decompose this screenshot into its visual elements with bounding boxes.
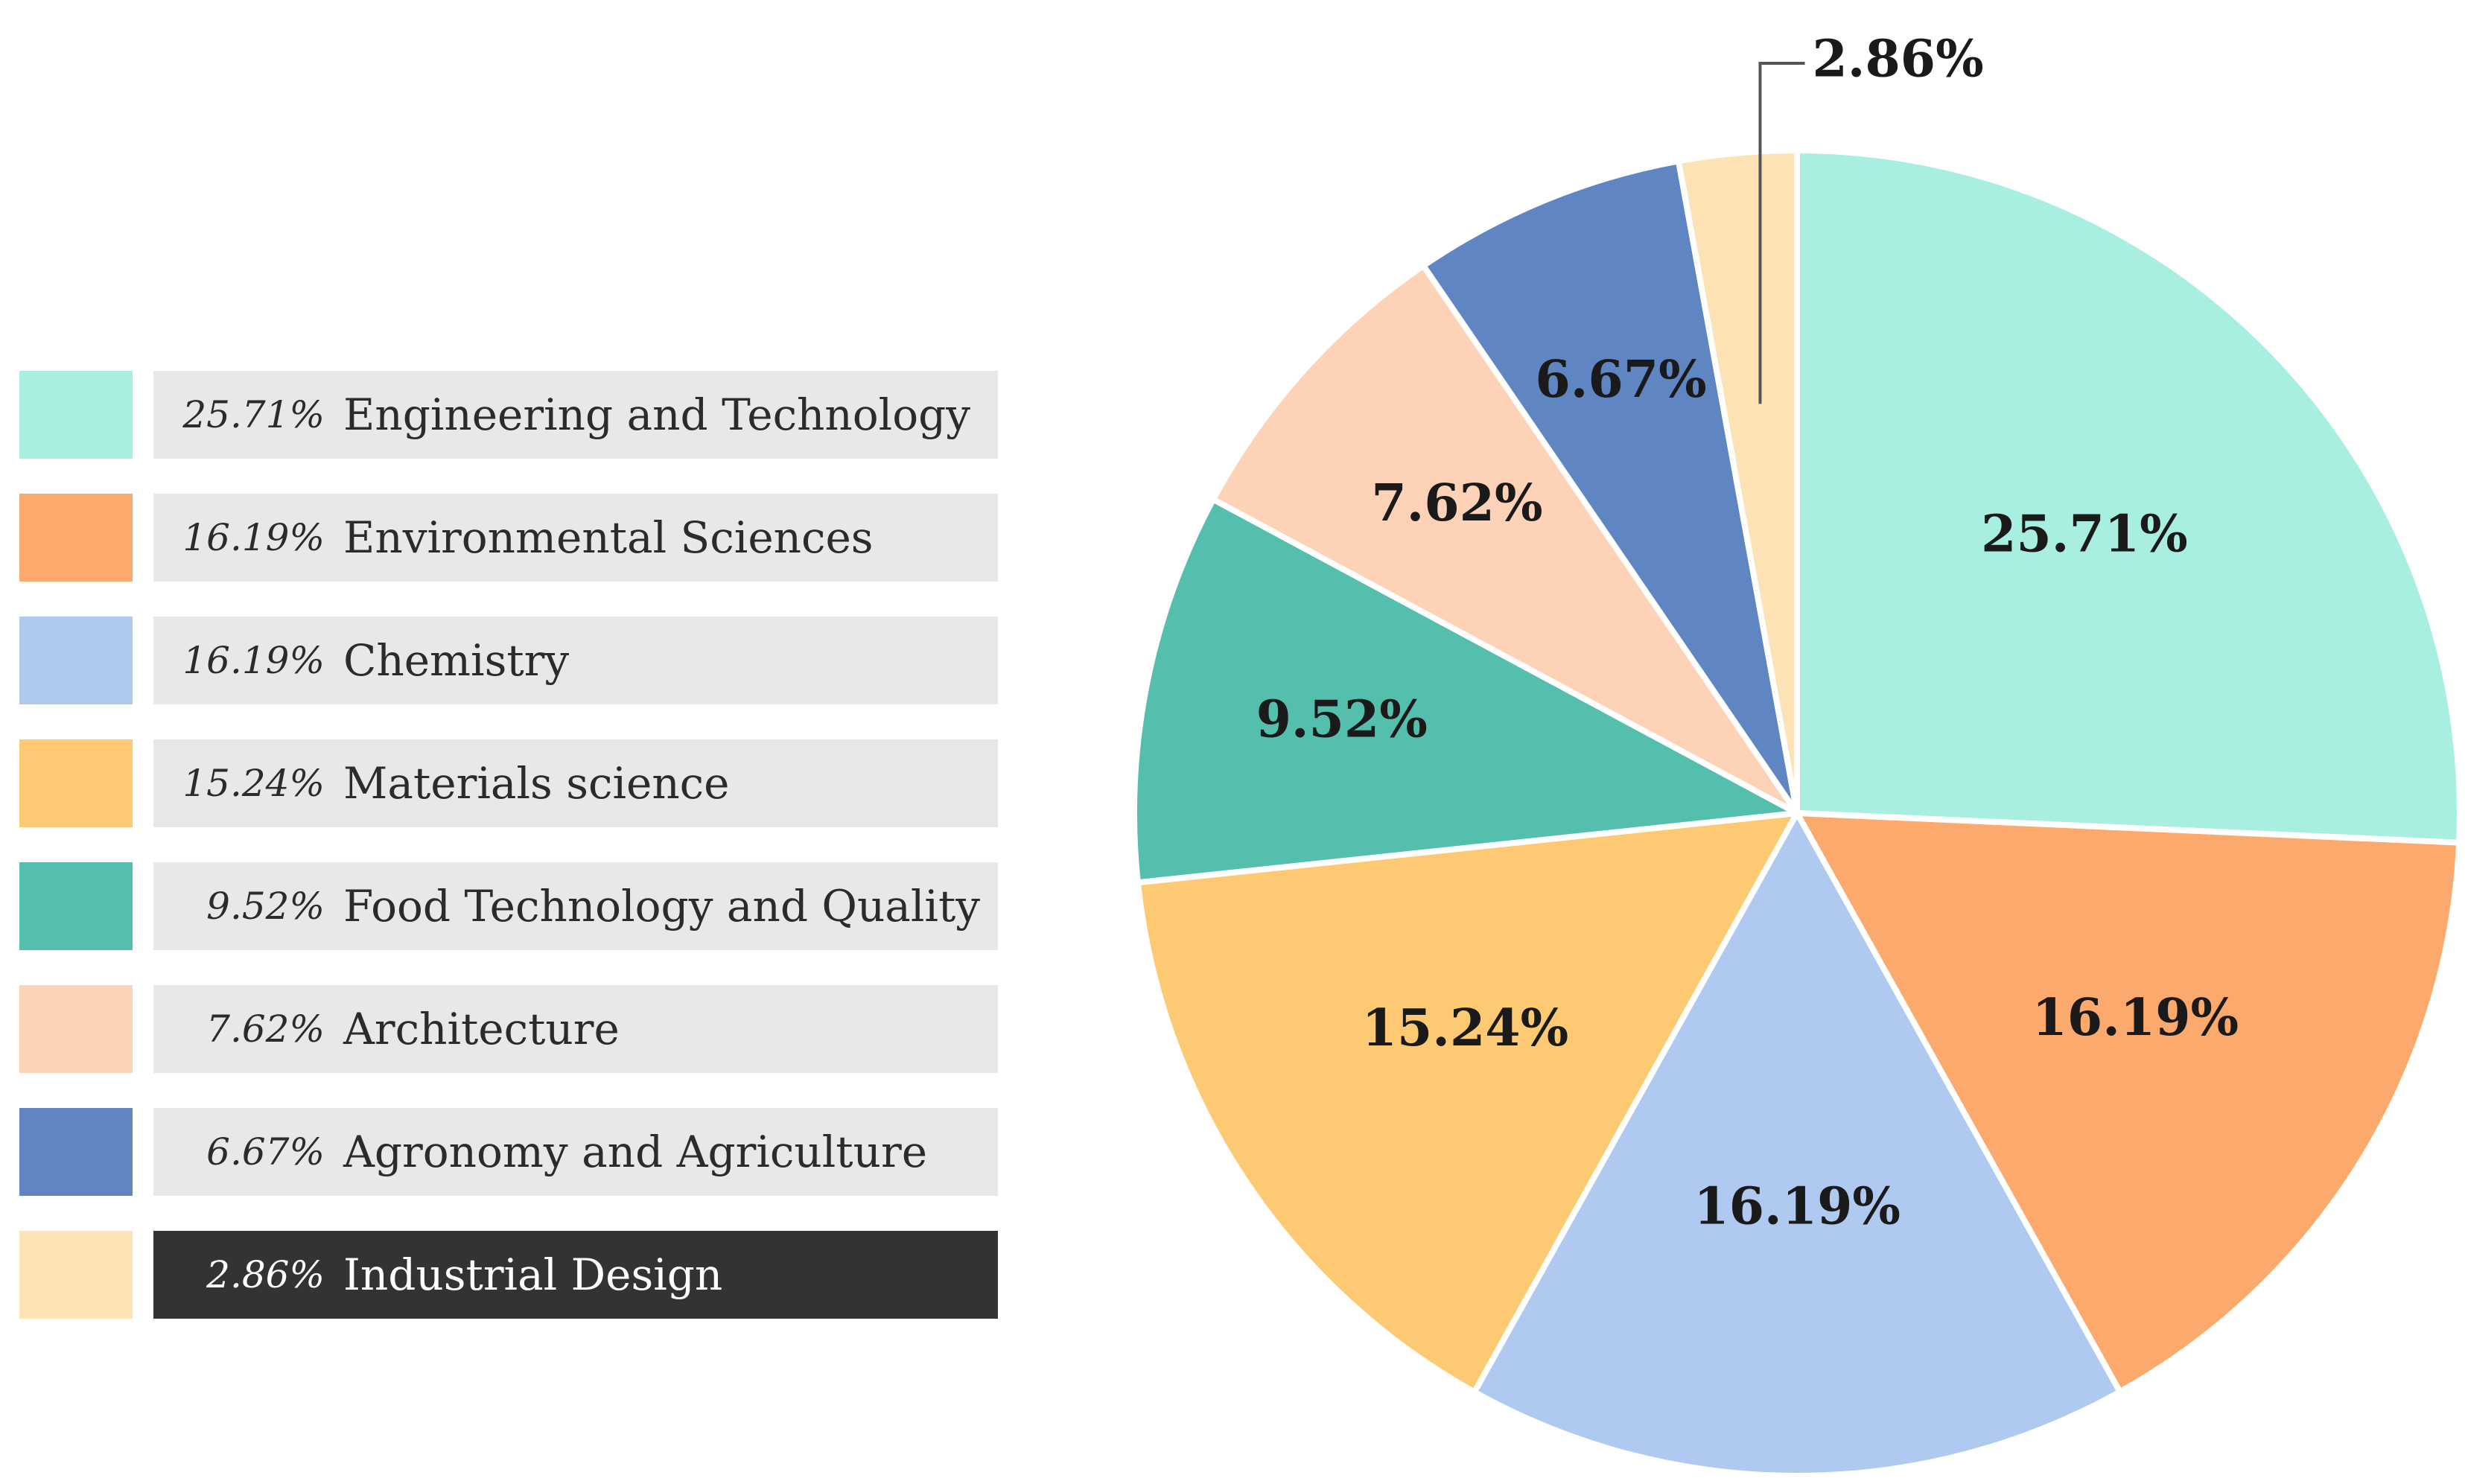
legend-item-agronomy-and-agriculture: 6.67% Agronomy and Agriculture	[19, 1108, 1002, 1196]
legend-percent: 16.19%	[182, 516, 325, 559]
legend-swatch	[19, 617, 133, 704]
legend-category-label: Industrial Design	[343, 1249, 723, 1300]
legend-category-label: Agronomy and Agriculture	[343, 1127, 928, 1177]
legend-swatch	[19, 494, 133, 582]
legend-label-box: 25.71% Engineering and Technology	[153, 371, 998, 459]
slice-value-label: 16.19%	[1693, 1177, 1901, 1237]
legend-percent: 7.62%	[206, 1007, 325, 1051]
legend-category-label: Environmental Sciences	[343, 512, 874, 563]
legend-swatch	[19, 739, 133, 827]
legend-item-engineering-and-technology: 25.71% Engineering and Technology	[19, 371, 1002, 459]
legend: 25.71% Engineering and Technology 16.19%…	[19, 371, 1002, 1354]
legend-swatch	[19, 1231, 133, 1319]
legend-label-box: 7.62% Architecture	[153, 985, 998, 1073]
legend-category-label: Materials science	[343, 758, 730, 809]
legend-item-environmental-sciences: 16.19% Environmental Sciences	[19, 494, 1002, 582]
callout-leader-line	[1758, 62, 1805, 404]
pie-slice-agronomy-and-agriculture	[1420, 158, 1800, 816]
pie-slice-industrial-design	[1675, 147, 1800, 816]
slice-value-label: 25.71%	[1981, 504, 2188, 564]
legend-swatch	[19, 1108, 133, 1196]
legend-label-box: 6.67% Agronomy and Agriculture	[153, 1108, 998, 1196]
legend-item-chemistry: 16.19% Chemistry	[19, 617, 1002, 704]
pie-slice-food-technology-and-quality	[1131, 496, 1800, 886]
legend-item-architecture: 7.62% Architecture	[19, 985, 1002, 1073]
legend-category-label: Food Technology and Quality	[343, 881, 981, 932]
legend-percent: 15.24%	[182, 762, 325, 805]
pie-slice-environmental-sciences	[1794, 810, 2463, 1395]
legend-percent: 16.19%	[182, 639, 325, 682]
legend-category-label: Chemistry	[343, 635, 570, 686]
slice-value-label: 9.52%	[1256, 690, 1428, 749]
legend-percent: 25.71%	[182, 393, 325, 436]
legend-item-materials-science: 15.24% Materials science	[19, 739, 1002, 827]
pie-slice-engineering-and-technology	[1794, 147, 2463, 846]
slice-value-label: 15.24%	[1362, 999, 1569, 1058]
legend-label-box: 2.86% Industrial Design	[153, 1231, 998, 1319]
slice-value-label: 6.67%	[1535, 350, 1706, 410]
legend-label-box: 15.24% Materials science	[153, 739, 998, 827]
legend-percent: 2.86%	[206, 1253, 325, 1296]
legend-swatch	[19, 862, 133, 950]
legend-swatch	[19, 985, 133, 1073]
legend-label-box: 16.19% Chemistry	[153, 617, 998, 704]
legend-swatch	[19, 371, 133, 459]
legend-item-food-technology-and-quality: 9.52% Food Technology and Quality	[19, 862, 1002, 950]
legend-percent: 9.52%	[206, 885, 325, 928]
slice-value-label: 16.19%	[2032, 988, 2239, 1048]
pie-slice-materials-science	[1134, 810, 1800, 1395]
legend-item-industrial-design: 2.86% Industrial Design	[19, 1231, 1002, 1319]
pie-slice-architecture	[1210, 262, 1800, 816]
legend-label-box: 16.19% Environmental Sciences	[153, 494, 998, 582]
legend-category-label: Engineering and Technology	[343, 389, 971, 440]
pie-slice-chemistry	[1471, 810, 2123, 1479]
legend-label-box: 9.52% Food Technology and Quality	[153, 862, 998, 950]
slice-value-callout-label: 2.86%	[1812, 30, 1983, 89]
legend-category-label: Architecture	[343, 1004, 620, 1054]
slice-value-label: 7.62%	[1371, 474, 1542, 533]
legend-percent: 6.67%	[206, 1130, 325, 1173]
